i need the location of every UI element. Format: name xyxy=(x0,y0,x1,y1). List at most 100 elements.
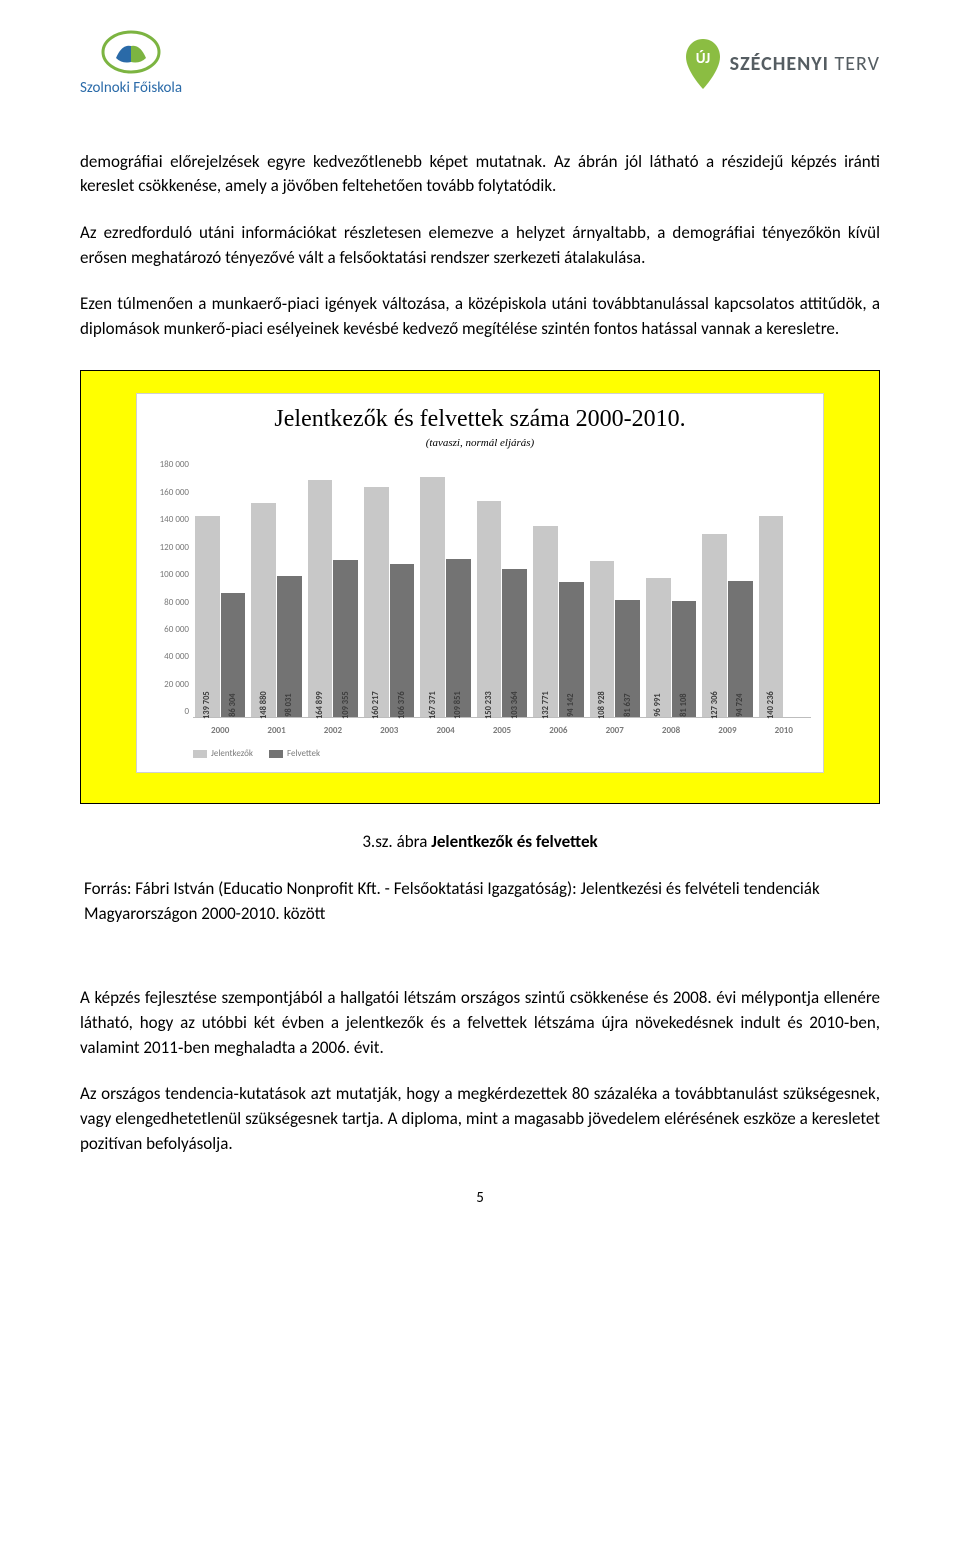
logo-left-text: Szolnoki Főiskola xyxy=(80,78,182,100)
bar-value-label: 139 705 xyxy=(201,691,213,719)
x-tick: 2009 xyxy=(702,724,752,737)
chart-caption: 3.sz. ábra Jelentkezők és felvettek xyxy=(80,830,880,855)
y-tick: 60 000 xyxy=(149,623,189,636)
bar-value-label: 106 376 xyxy=(396,691,408,719)
x-tick: 2006 xyxy=(533,724,583,737)
bar-group: 160 217 106 376 xyxy=(364,458,414,717)
bar-group: 140 236 xyxy=(759,458,809,717)
x-tick: 2004 xyxy=(420,724,470,737)
bar-felvettek: 109 851 xyxy=(446,559,471,717)
y-tick: 80 000 xyxy=(149,596,189,609)
bar-value-label: 98 031 xyxy=(283,693,295,716)
bar-group: 167 371 109 851 xyxy=(420,458,470,717)
bar-group: 148 880 98 031 xyxy=(251,458,301,717)
bar-felvettek: 98 031 xyxy=(277,576,302,717)
chart-plot-area: 020 00040 00060 00080 000100 000120 0001… xyxy=(149,458,811,718)
bar-value-label: 132 771 xyxy=(539,691,551,719)
chart-subtitle: (tavaszi, normál eljárás) xyxy=(149,436,811,452)
bar-jelentkezok: 160 217 xyxy=(364,487,389,718)
legend-item-felvettek: Felvettek xyxy=(269,747,320,760)
bar-value-label: 108 928 xyxy=(596,691,608,719)
bar-jelentkezok: 139 705 xyxy=(195,516,220,717)
bar-jelentkezok: 140 236 xyxy=(759,516,784,718)
bar-jelentkezok: 108 928 xyxy=(590,561,615,718)
logo-left: Szolnoki Főiskola xyxy=(80,30,182,100)
bar-group: 96 991 81 108 xyxy=(646,458,696,717)
chart-source: Forrás: Fábri István (Educatio Nonprofit… xyxy=(80,877,880,926)
chart-y-axis: 020 00040 00060 00080 000100 000120 0001… xyxy=(149,458,193,718)
bar-jelentkezok: 132 771 xyxy=(533,526,558,717)
y-tick: 120 000 xyxy=(149,541,189,554)
bar-jelentkezok: 167 371 xyxy=(420,477,445,718)
x-tick: 2007 xyxy=(590,724,640,737)
bar-felvettek: 81 108 xyxy=(672,601,697,718)
bar-value-label: 81 108 xyxy=(678,693,690,716)
bar-value-label: 94 724 xyxy=(734,693,746,716)
bar-value-label: 86 304 xyxy=(227,693,239,716)
y-tick: 180 000 xyxy=(149,458,189,471)
page-number: 5 xyxy=(80,1188,880,1210)
bar-value-label: 103 364 xyxy=(509,691,521,719)
logo-right-text: SZÉCHENYI TERV xyxy=(730,50,880,79)
bar-felvettek: 109 355 xyxy=(333,560,358,717)
bar-felvettek: 106 376 xyxy=(390,564,415,717)
x-tick: 2001 xyxy=(251,724,301,737)
bar-value-label: 109 851 xyxy=(452,691,464,719)
bar-jelentkezok: 150 233 xyxy=(477,501,502,717)
page-header: Szolnoki Főiskola ÚJ SZÉCHENYI TERV xyxy=(80,30,880,100)
chart-x-axis: 2000 2001 2002 2003 2004 2005 2006 2007 2008 2009… xyxy=(193,724,811,737)
bar-group: 127 306 94 724 xyxy=(702,458,752,717)
bar-group: 139 705 86 304 xyxy=(195,458,245,717)
bar-felvettek: 86 304 xyxy=(221,593,246,717)
map-pin-icon: ÚJ xyxy=(684,37,722,93)
bar-value-label: 127 306 xyxy=(708,691,720,719)
x-tick: 2008 xyxy=(646,724,696,737)
chart-container: Jelentkezők és felvettek száma 2000-2010… xyxy=(80,370,880,805)
bar-value-label: 94 142 xyxy=(565,693,577,716)
paragraph-1: demográfiai előrejelzések egyre kedvezőt… xyxy=(80,150,880,199)
bar-value-label: 164 899 xyxy=(314,691,326,719)
y-tick: 140 000 xyxy=(149,513,189,526)
chart-bars: 139 705 86 304 148 880 98 031 164 899 109 355… xyxy=(193,458,811,718)
bar-jelentkezok: 164 899 xyxy=(308,480,333,717)
logo-right: ÚJ SZÉCHENYI TERV xyxy=(684,37,880,93)
bar-value-label: 148 880 xyxy=(258,691,270,719)
y-tick: 0 xyxy=(149,705,189,718)
x-tick: 2003 xyxy=(364,724,414,737)
bar-jelentkezok: 96 991 xyxy=(646,578,671,718)
bar-jelentkezok: 127 306 xyxy=(702,534,727,717)
bar-value-label: 150 233 xyxy=(483,691,495,719)
x-tick: 2000 xyxy=(195,724,245,737)
x-tick: 2002 xyxy=(308,724,358,737)
paragraph-5: Az országos tendencia‑kutatások azt muta… xyxy=(80,1082,880,1156)
bar-value-label: 96 991 xyxy=(652,693,664,716)
paragraph-3: Ezen túlmenően a munkaerő‑piaci igények … xyxy=(80,292,880,341)
bar-value-label: 160 217 xyxy=(370,691,382,719)
bar-value-label: 109 355 xyxy=(340,691,352,719)
svg-text:ÚJ: ÚJ xyxy=(695,49,710,68)
chart-title: Jelentkezők és felvettek száma 2000-2010… xyxy=(149,402,811,437)
legend-item-jelentkezok: Jelentkezők xyxy=(193,747,253,760)
y-tick: 20 000 xyxy=(149,678,189,691)
y-tick: 40 000 xyxy=(149,650,189,663)
bar-felvettek: 81 637 xyxy=(615,600,640,717)
bar-group: 150 233 103 364 xyxy=(477,458,527,717)
bar-felvettek: 94 142 xyxy=(559,582,584,717)
bar-group: 164 899 109 355 xyxy=(308,458,358,717)
bar-value-label: 167 371 xyxy=(427,691,439,719)
paragraph-2: Az ezredforduló utáni információkat rész… xyxy=(80,221,880,270)
x-tick: 2010 xyxy=(759,724,809,737)
chart-card: Jelentkezők és felvettek száma 2000-2010… xyxy=(136,393,824,774)
bar-felvettek: 103 364 xyxy=(502,569,527,718)
bar-value-label: 140 236 xyxy=(765,691,777,719)
y-tick: 160 000 xyxy=(149,486,189,499)
bar-group: 132 771 94 142 xyxy=(533,458,583,717)
bar-felvettek: 94 724 xyxy=(728,581,753,717)
bar-group: 108 928 81 637 xyxy=(590,458,640,717)
x-tick: 2005 xyxy=(477,724,527,737)
book-leaf-icon xyxy=(100,30,162,74)
paragraph-4: A képzés fejlesztése szempontjából a hal… xyxy=(80,986,880,1060)
bar-value-label: 81 637 xyxy=(621,693,633,716)
chart-legend: Jelentkezők Felvettek xyxy=(193,747,811,760)
bar-jelentkezok: 148 880 xyxy=(251,503,276,717)
